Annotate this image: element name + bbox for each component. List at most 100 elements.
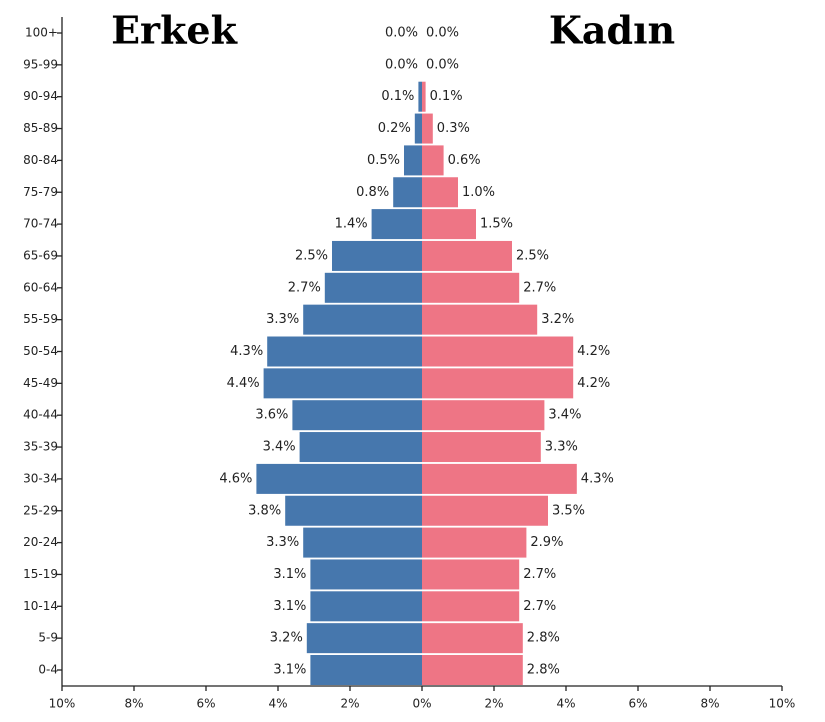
y-tick-label: 85-89 (23, 121, 58, 135)
x-tick-label: 4% (556, 697, 575, 711)
bar (422, 463, 577, 494)
series-title: Erkek (111, 8, 237, 53)
value-label: 3.5% (552, 503, 585, 518)
y-tick-label: 75-79 (23, 185, 58, 199)
x-tick-label: 8% (124, 697, 143, 711)
bar (299, 432, 422, 463)
y-tick-label: 70-74 (23, 217, 58, 231)
value-label: 4.3% (230, 344, 263, 359)
bar (422, 495, 548, 526)
x-tick-label: 4% (268, 697, 287, 711)
bar (422, 591, 520, 622)
bar (422, 304, 538, 335)
bar (422, 368, 574, 399)
bar (263, 368, 422, 399)
y-tick-label: 50-54 (23, 344, 58, 358)
y-tick-label: 5-9 (38, 631, 58, 645)
value-label: 3.4% (263, 440, 296, 455)
y-tick-label: 60-64 (23, 280, 58, 294)
value-label: 0.6% (448, 153, 481, 168)
x-tick-label: 10% (49, 697, 76, 711)
value-label: 2.7% (523, 280, 556, 295)
bar (310, 559, 422, 590)
bar (393, 177, 422, 208)
x-tick-label: 10% (769, 697, 796, 711)
y-tick-label: 55-59 (23, 312, 58, 326)
value-label: 3.1% (273, 567, 306, 582)
y-tick-label: 35-39 (23, 440, 58, 454)
bar (310, 655, 422, 685)
bar (303, 304, 422, 335)
bar (267, 336, 422, 367)
value-label: 0.0% (426, 26, 459, 41)
value-label: 2.7% (523, 567, 556, 582)
x-tick-label: 8% (700, 697, 719, 711)
bar (422, 655, 523, 685)
value-label: 1.0% (462, 185, 495, 200)
y-tick-label: 65-69 (23, 248, 58, 262)
value-label: 1.5% (480, 217, 513, 232)
value-label: 3.3% (266, 535, 299, 550)
bar (404, 145, 422, 176)
value-label: 2.9% (530, 535, 563, 550)
value-label: 3.3% (266, 312, 299, 327)
y-tick-label: 25-29 (23, 503, 58, 517)
y-tick-label: 80-84 (23, 153, 58, 167)
x-tick-label: 6% (628, 697, 647, 711)
value-label: 1.4% (335, 217, 368, 232)
value-label: 0.1% (381, 89, 414, 104)
value-label: 0.8% (356, 185, 389, 200)
value-label: 2.7% (523, 599, 556, 614)
value-label: 0.5% (367, 153, 400, 168)
bar (306, 623, 422, 654)
bar (422, 559, 520, 590)
value-label: 4.6% (219, 471, 252, 486)
value-label: 2.7% (288, 280, 321, 295)
bar (422, 145, 444, 176)
bar (422, 272, 520, 303)
value-label: 2.5% (516, 248, 549, 263)
y-tick-label: 40-44 (23, 408, 58, 422)
bar (324, 272, 422, 303)
bar (422, 81, 426, 112)
value-label: 3.8% (248, 503, 281, 518)
bar (422, 113, 433, 144)
x-tick-label: 6% (196, 697, 215, 711)
y-tick-label: 90-94 (23, 89, 58, 103)
bar (422, 177, 458, 208)
y-tick-label: 30-34 (23, 471, 58, 485)
value-label: 3.1% (273, 663, 306, 678)
x-tick-label: 0% (412, 697, 431, 711)
bar (256, 463, 422, 494)
value-label: 0.1% (430, 89, 463, 104)
y-tick-label: 20-24 (23, 535, 58, 549)
value-label: 0.0% (385, 57, 418, 72)
x-tick-label: 2% (340, 697, 359, 711)
value-label: 3.2% (541, 312, 574, 327)
bar (332, 240, 422, 271)
y-tick-label: 15-19 (23, 567, 58, 581)
value-label: 3.3% (545, 440, 578, 455)
bar (422, 623, 523, 654)
series-title: Kadın (549, 8, 675, 53)
value-label: 0.2% (378, 121, 411, 136)
value-label: 3.4% (548, 408, 581, 423)
value-label: 4.2% (577, 376, 610, 391)
bar (418, 81, 422, 112)
bar (303, 527, 422, 558)
bar (371, 209, 422, 240)
bar (422, 240, 512, 271)
value-label: 3.2% (270, 631, 303, 646)
bar (285, 495, 422, 526)
value-label: 3.1% (273, 599, 306, 614)
y-tick-label: 100+ (25, 26, 58, 40)
bar (422, 209, 476, 240)
y-tick-label: 10-14 (23, 599, 58, 613)
value-label: 2.5% (295, 248, 328, 263)
value-label: 4.4% (227, 376, 260, 391)
bar (422, 432, 541, 463)
value-label: 3.6% (255, 408, 288, 423)
y-tick-label: 95-99 (23, 57, 58, 71)
value-label: 0.0% (385, 26, 418, 41)
